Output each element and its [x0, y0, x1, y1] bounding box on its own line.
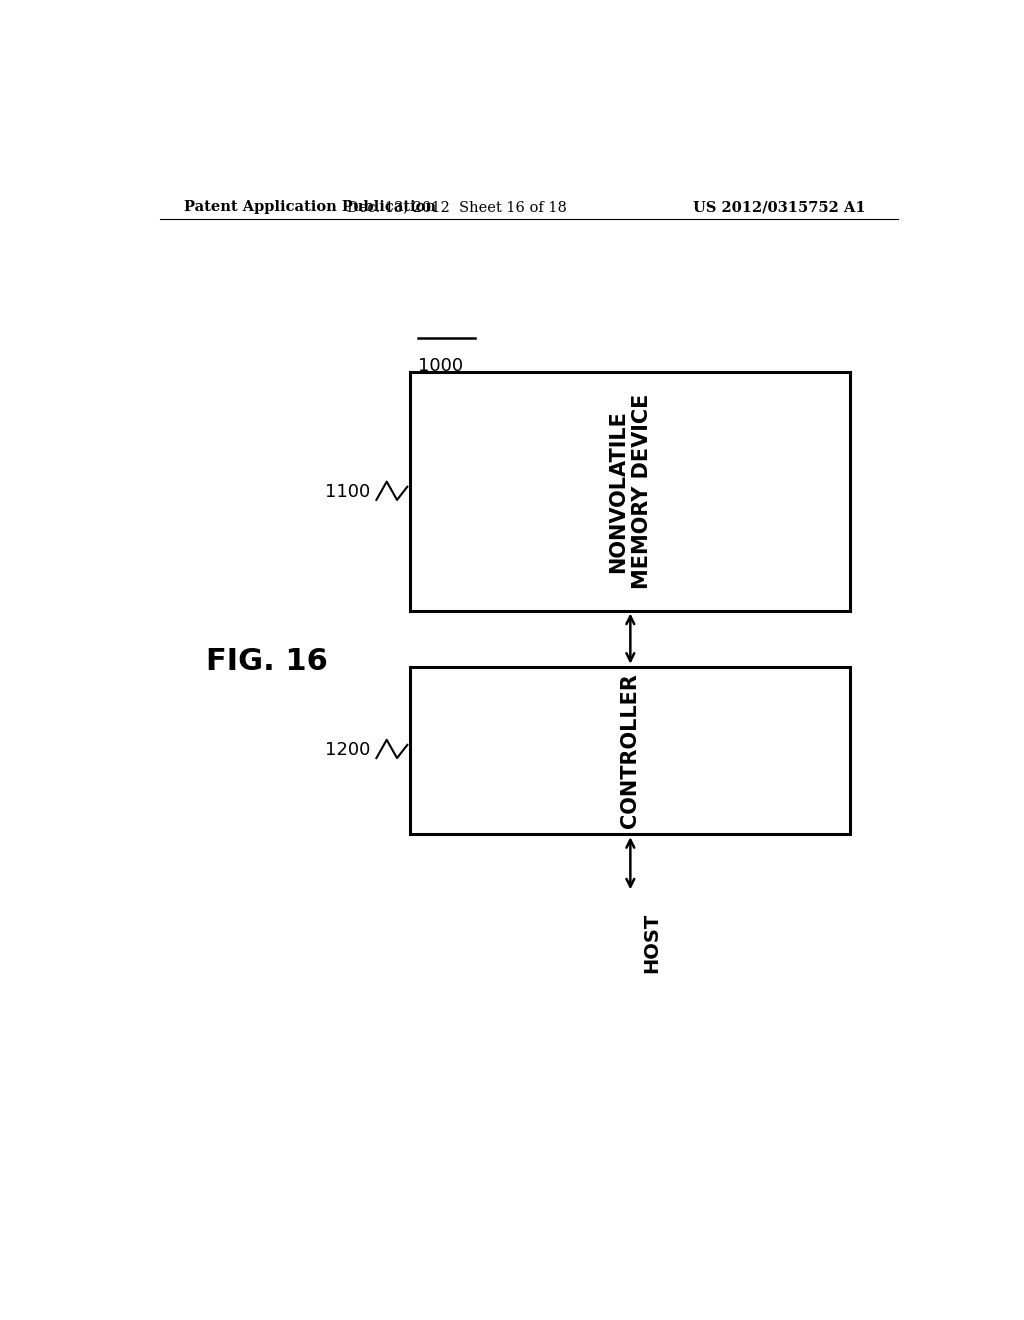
Text: Patent Application Publication: Patent Application Publication [183, 201, 435, 214]
Text: CONTROLLER: CONTROLLER [620, 673, 640, 828]
Text: 1100: 1100 [325, 483, 370, 500]
Text: 1200: 1200 [325, 741, 371, 759]
Text: US 2012/0315752 A1: US 2012/0315752 A1 [693, 201, 866, 214]
Text: FIG. 16: FIG. 16 [206, 647, 328, 676]
Text: Dec. 13, 2012  Sheet 16 of 18: Dec. 13, 2012 Sheet 16 of 18 [347, 201, 567, 214]
Text: HOST: HOST [642, 912, 662, 973]
Bar [410, 667, 850, 834]
Text: NONVOLATILE
MEMORY DEVICE: NONVOLATILE MEMORY DEVICE [608, 393, 651, 589]
Text: 1000: 1000 [418, 356, 463, 375]
Bar [410, 372, 850, 611]
